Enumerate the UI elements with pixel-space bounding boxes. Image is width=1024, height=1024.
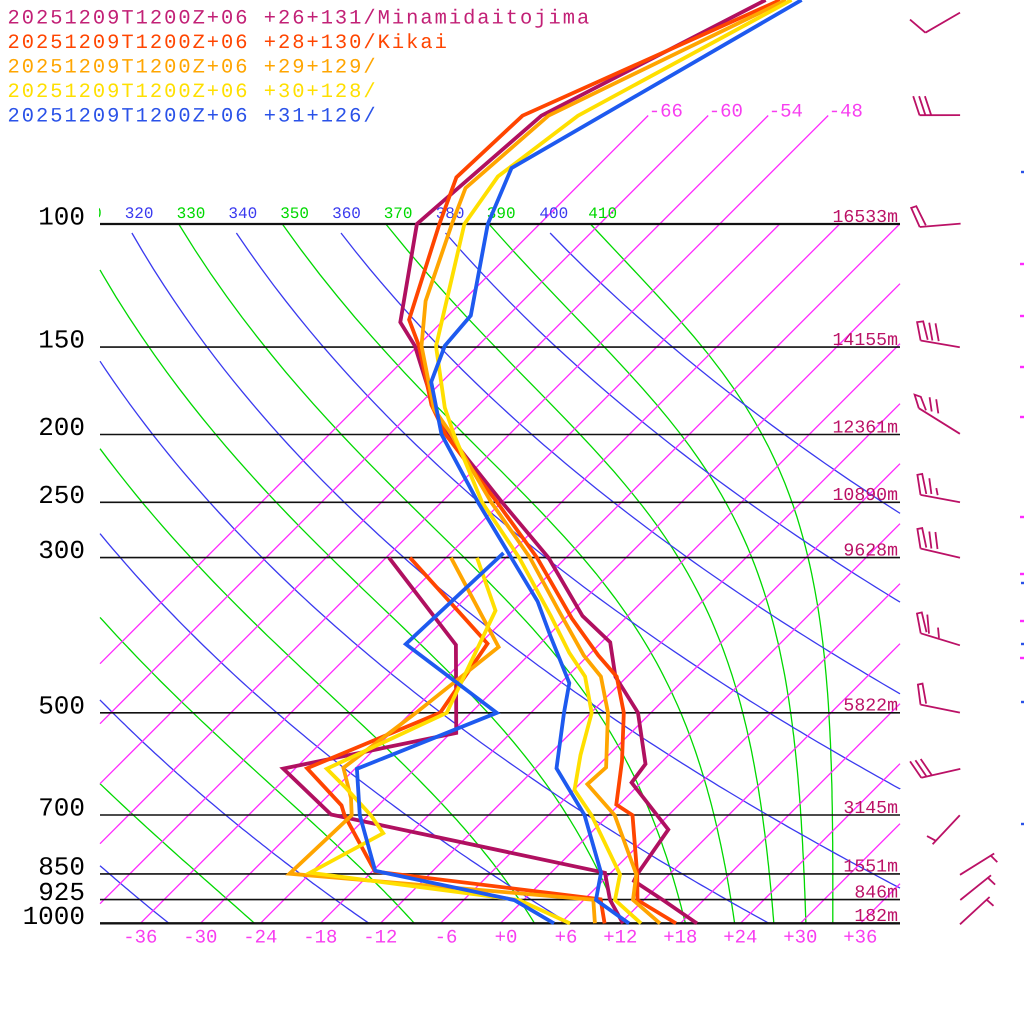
svg-text:1551m: 1551m <box>843 858 898 878</box>
svg-text:-54: -54 <box>769 101 803 123</box>
svg-text:320: 320 <box>125 205 154 223</box>
svg-text:-66: -66 <box>649 101 683 123</box>
svg-text:+12: +12 <box>603 927 637 949</box>
svg-text:-36: -36 <box>123 927 157 949</box>
svg-text:100: 100 <box>38 203 85 233</box>
svg-text:1000: 1000 <box>23 902 85 932</box>
svg-text:-48: -48 <box>829 101 863 123</box>
svg-text:340: 340 <box>228 205 257 223</box>
svg-text:330: 330 <box>177 205 206 223</box>
svg-text:12361m: 12361m <box>833 418 899 438</box>
svg-text:+18: +18 <box>663 927 697 949</box>
svg-text:410: 410 <box>588 205 617 223</box>
svg-text:500: 500 <box>38 691 85 721</box>
svg-text:16533m: 16533m <box>833 208 899 228</box>
svg-text:300: 300 <box>38 536 85 566</box>
svg-text:5822m: 5822m <box>843 697 898 717</box>
svg-text:+0: +0 <box>483 927 517 949</box>
svg-text:3145m: 3145m <box>843 799 898 819</box>
svg-text:20251209T1200Z+06 +26+131/Mina: 20251209T1200Z+06 +26+131/Minamidaitojim… <box>8 8 592 31</box>
svg-text:846m: 846m <box>854 883 898 903</box>
svg-text:20251209T1200Z+06 +28+130/Kika: 20251209T1200Z+06 +28+130/Kikai <box>8 32 449 55</box>
svg-text:200: 200 <box>38 413 85 443</box>
svg-text:850: 850 <box>38 852 85 882</box>
svg-text:700: 700 <box>38 794 85 824</box>
svg-text:+6: +6 <box>543 927 577 949</box>
svg-text:-18: -18 <box>303 927 337 949</box>
svg-text:400: 400 <box>539 205 568 223</box>
svg-text:310: 310 <box>73 205 102 223</box>
svg-text:925: 925 <box>38 878 85 908</box>
svg-text:-24: -24 <box>243 927 277 949</box>
svg-text:20251209T1200Z+06 +30+128/: 20251209T1200Z+06 +30+128/ <box>8 81 378 104</box>
svg-text:20251209T1200Z+06 +31+126/: 20251209T1200Z+06 +31+126/ <box>8 105 378 128</box>
svg-text:-60: -60 <box>709 101 743 123</box>
svg-text:370: 370 <box>384 205 413 223</box>
svg-text:350: 350 <box>280 205 309 223</box>
svg-text:+30: +30 <box>783 927 817 949</box>
svg-text:150: 150 <box>38 326 85 356</box>
svg-text:20251209T1200Z+06 +29+129/: 20251209T1200Z+06 +29+129/ <box>8 57 378 80</box>
svg-text:10890m: 10890m <box>833 486 899 506</box>
svg-text:-12: -12 <box>363 927 397 949</box>
svg-text:360: 360 <box>332 205 361 223</box>
svg-text:250: 250 <box>38 481 85 511</box>
svg-text:9628m: 9628m <box>843 541 898 561</box>
svg-text:-30: -30 <box>183 927 217 949</box>
svg-text:+24: +24 <box>723 927 757 949</box>
svg-text:+36: +36 <box>843 927 877 949</box>
svg-text:-6: -6 <box>423 927 457 949</box>
svg-text:14155m: 14155m <box>833 331 899 351</box>
svg-text:182m: 182m <box>854 907 898 927</box>
